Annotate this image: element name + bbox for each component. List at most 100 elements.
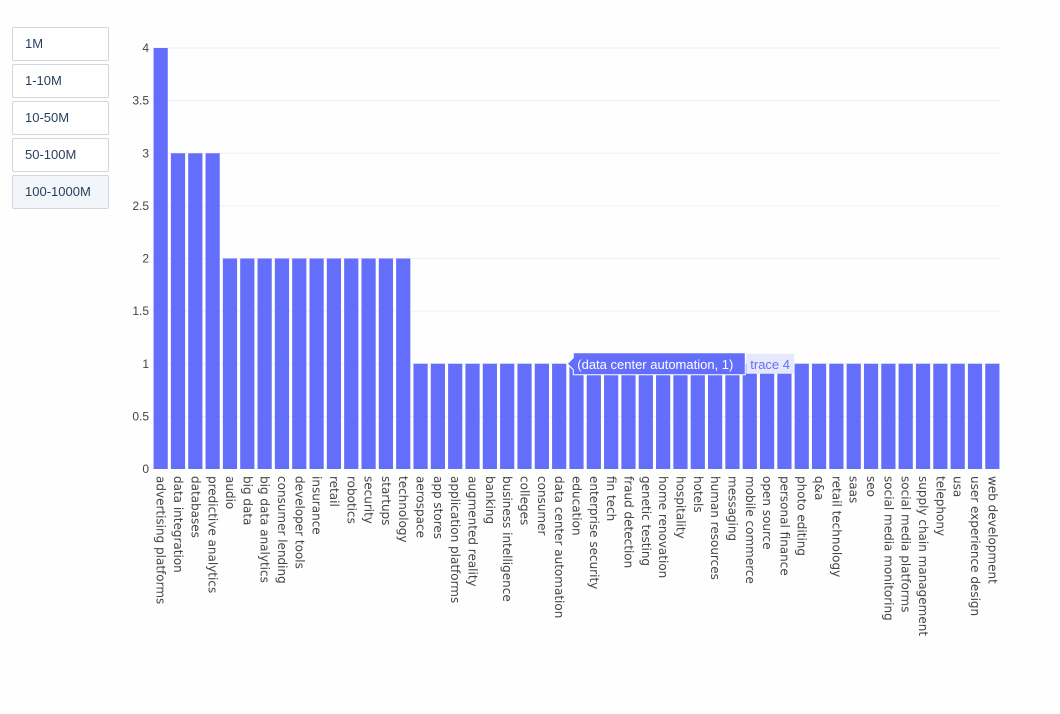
x-tick-label: robotics <box>344 476 358 524</box>
bar[interactable] <box>344 258 359 470</box>
bar[interactable] <box>863 363 879 469</box>
bars <box>153 48 1000 470</box>
y-tick-label: 3.5 <box>132 94 149 108</box>
bar[interactable] <box>915 363 931 469</box>
x-tick-label: q&a <box>812 476 826 500</box>
bar[interactable] <box>708 363 723 469</box>
tooltip-name-box <box>746 353 795 374</box>
bar[interactable] <box>500 363 515 469</box>
bar[interactable] <box>569 363 584 469</box>
x-tick-label: big data <box>240 476 254 525</box>
bar[interactable] <box>326 258 342 470</box>
bar[interactable] <box>586 363 601 469</box>
x-tick-label: big data analytics <box>258 476 272 583</box>
bar[interactable] <box>257 258 272 470</box>
y-tick-label: 4 <box>142 41 149 55</box>
x-tick-label: application platforms <box>448 476 462 603</box>
x-tick-label: user experience design <box>968 476 982 616</box>
x-tick-label: seo <box>864 476 878 497</box>
bar[interactable] <box>621 363 636 469</box>
bar[interactable] <box>794 363 809 469</box>
bar[interactable] <box>448 363 463 469</box>
x-tick-label: developer tools <box>292 476 306 569</box>
x-tick-label: security <box>362 476 376 524</box>
x-tick-label: hospitality <box>673 476 687 539</box>
bar[interactable] <box>604 363 619 469</box>
bar[interactable] <box>378 258 394 470</box>
bar[interactable] <box>274 258 290 470</box>
range-button-50-100m[interactable]: 50-100M <box>12 138 109 172</box>
bar[interactable] <box>552 363 567 469</box>
range-button-1m[interactable]: 1M <box>12 27 109 61</box>
y-tick-label: 3 <box>142 146 149 160</box>
x-tick-label: social media monitoring <box>881 476 895 621</box>
bar[interactable] <box>465 363 480 469</box>
x-tick-label: aerospace <box>414 476 428 538</box>
x-tick-label: personal finance <box>777 476 791 576</box>
bar[interactable] <box>534 363 549 469</box>
bar[interactable] <box>638 363 653 469</box>
bar[interactable] <box>985 363 1000 469</box>
range-button-100-1000m[interactable]: 100-1000M <box>12 175 109 209</box>
y-tick-label: 1 <box>142 357 149 371</box>
hover-tooltip: (data center automation, 1) trace 4 <box>566 352 795 376</box>
bar[interactable] <box>725 363 740 469</box>
bar[interactable] <box>777 363 792 469</box>
x-tick-label: startups <box>379 476 393 525</box>
x-tick-label: audio <box>223 476 237 509</box>
y-tick-label: 0.5 <box>132 409 149 423</box>
bar[interactable] <box>188 153 203 469</box>
bar[interactable] <box>673 363 688 469</box>
bar[interactable] <box>933 363 948 469</box>
bar[interactable] <box>413 363 428 469</box>
range-button-1-10m[interactable]: 1-10M <box>12 64 109 98</box>
y-tick-label: 0 <box>142 462 149 476</box>
bar[interactable] <box>170 153 186 469</box>
bar[interactable] <box>430 363 445 469</box>
x-tick-label: telephony <box>933 476 947 536</box>
x-tick-label: databases <box>188 476 202 538</box>
x-tick-label: banking <box>483 476 497 524</box>
bar[interactable] <box>656 363 671 469</box>
bar[interactable] <box>846 363 861 469</box>
tooltip-text: (data center automation, 1) <box>577 357 733 372</box>
bar[interactable] <box>396 258 411 470</box>
x-axis: advertising platforms data integration dat… <box>154 476 1000 636</box>
x-tick-label: supply chain management <box>916 476 930 636</box>
x-tick-label: enterprise security <box>587 476 601 589</box>
x-tick-label: retail technology <box>829 476 843 577</box>
x-tick-label: usa <box>951 476 965 497</box>
bar[interactable] <box>898 363 913 469</box>
bar[interactable] <box>950 363 965 469</box>
bar[interactable] <box>881 363 896 469</box>
x-tick-label: consumer lending <box>275 476 289 584</box>
x-tick-label: open source <box>760 476 774 550</box>
bar[interactable] <box>240 258 255 470</box>
bar[interactable] <box>742 363 757 469</box>
bar[interactable] <box>153 48 168 469</box>
bar[interactable] <box>517 363 532 469</box>
x-tick-label: colleges <box>518 476 532 525</box>
bar[interactable] <box>759 363 775 469</box>
bar[interactable] <box>829 363 844 469</box>
bar[interactable] <box>811 363 827 469</box>
y-tick-label: 2 <box>142 252 149 266</box>
x-tick-label: saas <box>847 476 861 503</box>
x-tick-label: web development <box>985 476 999 584</box>
bar[interactable] <box>222 258 238 470</box>
x-tick-label: messaging <box>725 476 739 541</box>
bar[interactable] <box>690 363 705 469</box>
bar[interactable] <box>205 153 220 469</box>
x-tick-label: insurance <box>310 476 324 535</box>
bar[interactable] <box>292 258 307 470</box>
x-tick-label: data center automation <box>552 476 566 618</box>
bar[interactable] <box>482 363 497 469</box>
y-tick-label: 2.5 <box>132 199 149 213</box>
x-tick-label: mobile commerce <box>743 476 757 584</box>
tooltip-trace-name: trace 4 <box>750 357 790 372</box>
x-tick-label: retail <box>327 476 341 507</box>
bar[interactable] <box>309 258 324 470</box>
range-button-10-50m[interactable]: 10-50M <box>12 101 109 135</box>
bar[interactable] <box>361 258 376 470</box>
bar[interactable] <box>967 363 983 469</box>
